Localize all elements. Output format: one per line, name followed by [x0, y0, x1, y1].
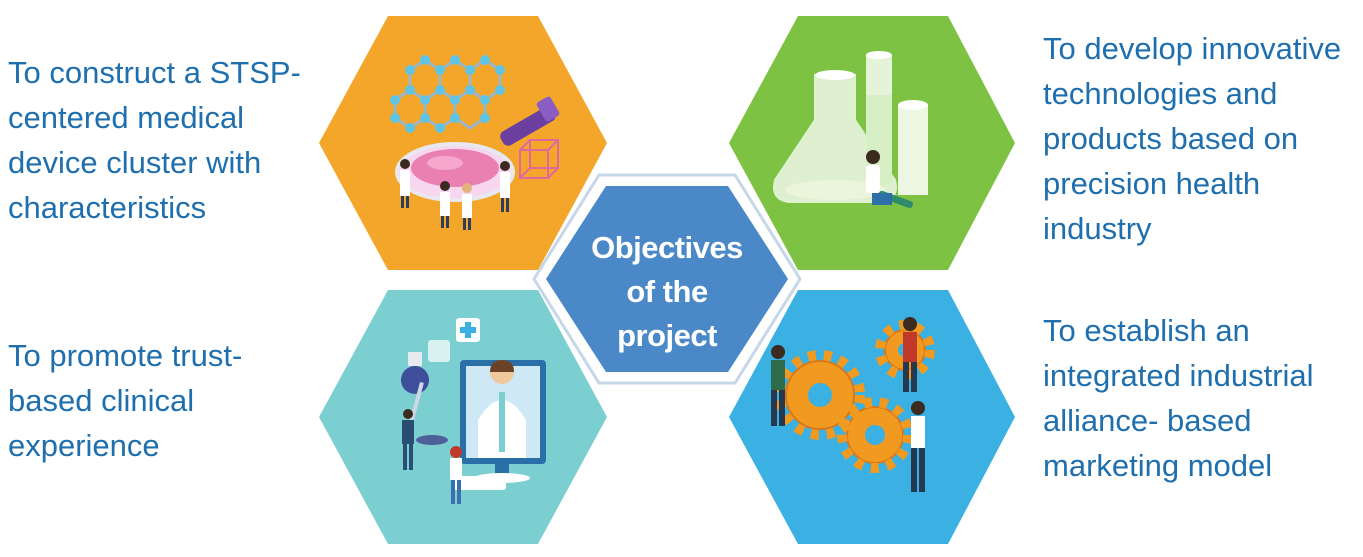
objective-bottom-left-text: To promote trust- based clinical experie… — [8, 333, 242, 468]
hexagon-top-left — [319, 16, 607, 270]
center-hexagon — [532, 173, 802, 385]
center-hexagon-shape — [546, 186, 788, 372]
scientist-figures — [400, 159, 510, 230]
objective-top-left-text: To construct a STSP- centered medical de… — [8, 50, 301, 230]
objective-bottom-right-text: To establish an integrated industrial al… — [1043, 308, 1314, 488]
objective-line: alliance- based — [1043, 403, 1252, 438]
objective-line: To develop innovative — [1043, 31, 1342, 66]
telemedicine-doctor-illustration — [401, 318, 546, 504]
center-title-line: project — [617, 318, 717, 353]
flask-scientist-illustration — [773, 51, 928, 209]
hexagon-bottom-right — [729, 290, 1015, 544]
objective-line: experience — [8, 428, 160, 463]
hexagon-bottom-left — [319, 290, 607, 544]
objective-top-right-text: To develop innovative technologies and p… — [1043, 26, 1341, 251]
objective-line: To establish an — [1043, 313, 1250, 348]
objective-line: products based on — [1043, 121, 1299, 156]
objective-line: technologies and — [1043, 76, 1278, 111]
objective-line: centered medical — [8, 100, 245, 135]
objective-line: industry — [1043, 211, 1152, 246]
worker-figures — [771, 317, 925, 492]
seated-scientist — [866, 150, 913, 209]
objective-line: integrated industrial — [1043, 358, 1314, 393]
objective-line: device cluster with — [8, 145, 262, 180]
center-title-line: of the — [626, 274, 708, 309]
laboratory-research-illustration — [390, 55, 560, 230]
center-title: Objectives of the project — [572, 226, 762, 358]
objective-line: To promote trust- — [8, 338, 243, 373]
objective-line: characteristics — [8, 190, 207, 225]
objective-line: marketing model — [1043, 448, 1273, 483]
center-title-line: Objectives — [591, 230, 743, 265]
objective-line: precision health — [1043, 166, 1261, 201]
hexagon-top-right — [729, 16, 1015, 270]
gear-teamwork-illustration — [771, 317, 935, 492]
objective-line: based clinical — [8, 383, 195, 418]
objective-line: To construct a STSP- — [8, 55, 301, 90]
